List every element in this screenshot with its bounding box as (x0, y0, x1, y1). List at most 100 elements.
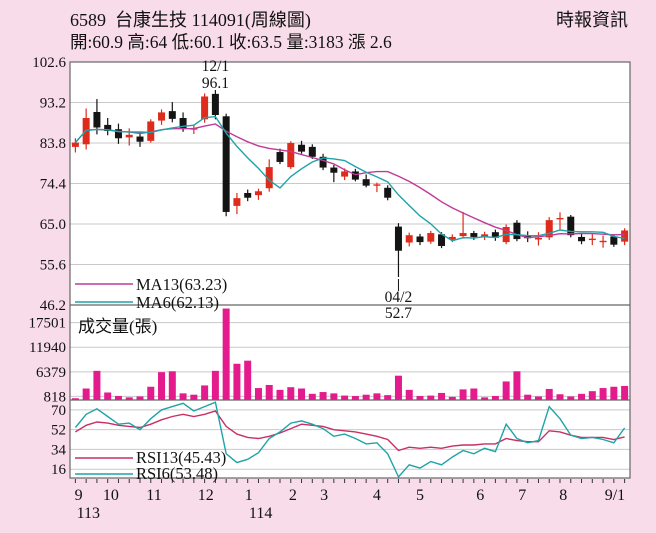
volume-bar (567, 396, 575, 400)
volume-bar (524, 394, 532, 400)
candle-body (362, 179, 370, 186)
candle-body (556, 217, 564, 220)
volume-bar (459, 389, 467, 400)
plot-frame (69, 61, 631, 479)
volume-bar (610, 386, 618, 400)
rsi-axis-label: 52 (51, 423, 66, 439)
volume-pane-title: 成交量(張) (78, 317, 157, 336)
rsi-legend-label: RSI6(53.48) (136, 464, 218, 483)
candle-body (233, 198, 241, 206)
x-axis-month-label: 4 (373, 487, 381, 504)
low-annotation-price: 52.7 (385, 305, 412, 322)
price-axis-label: 102.6 (32, 55, 66, 71)
ma6-line (74, 115, 625, 242)
volume-bar (438, 392, 446, 400)
candle-body (351, 171, 359, 180)
volume-bar (190, 394, 198, 400)
volume-bar (351, 396, 359, 400)
volume-bar (384, 395, 392, 400)
candle-body (158, 112, 166, 121)
rsi-axis-label: 70 (51, 403, 66, 419)
candle-body (298, 144, 306, 152)
candle-body (567, 216, 575, 236)
volume-bar (211, 370, 219, 400)
volume-bar (298, 388, 306, 400)
price-axis-label: 74.4 (40, 177, 67, 193)
volume-bar (448, 396, 456, 400)
volume-bar (308, 393, 316, 400)
candle-body (459, 233, 467, 237)
candle-body (201, 96, 209, 120)
volume-bar (588, 391, 596, 400)
volume-bar (491, 396, 499, 400)
candle-body (114, 129, 122, 139)
candle-body (491, 232, 499, 238)
x-axis-month-label: 11 (146, 487, 161, 504)
x-axis-month-label: 2 (289, 487, 297, 504)
rsi-axis-label: 34 (51, 442, 67, 458)
candle-body (545, 220, 553, 238)
volume-bar (158, 372, 166, 400)
source-label: 時報資訊 (556, 10, 628, 30)
volume-bar (394, 375, 402, 400)
volume-bar (233, 363, 241, 400)
x-axis-year-label: 113 (77, 505, 100, 522)
candle-body (330, 167, 338, 173)
candle-body (588, 238, 596, 241)
rsi-legend-label: RSI13(45.43) (136, 448, 226, 467)
x-axis-month-label: 8 (559, 487, 567, 504)
volume-bar (373, 393, 381, 400)
candle-body (276, 152, 284, 162)
volume-bar (481, 397, 489, 400)
price-axis-label: 46.2 (40, 298, 66, 314)
x-axis-month-label: 10 (103, 487, 119, 504)
x-axis-month-label: 9/1 (605, 487, 625, 504)
ma-legend-label: MA13(63.23) (136, 275, 227, 294)
volume-bar (330, 393, 338, 400)
candle-body (373, 184, 381, 186)
volume-bar (71, 398, 79, 400)
candle-body (104, 124, 112, 131)
volume-bar (341, 395, 349, 400)
candle-body (448, 236, 456, 240)
candle-body (287, 143, 295, 168)
high-annotation-date: 12/1 (202, 58, 230, 75)
price-axis-label: 55.6 (40, 258, 67, 274)
price-axis-label: 93.2 (40, 96, 66, 112)
candle-body (513, 222, 521, 240)
candle-body (481, 234, 489, 238)
ma-legend-label: MA6(62.13) (136, 293, 219, 312)
high-annotation-price: 96.1 (202, 75, 229, 92)
x-axis-month-label: 3 (320, 487, 328, 504)
candle-body (147, 121, 155, 141)
volume-bar (93, 370, 101, 400)
volume-axis-label: 17501 (29, 316, 67, 332)
volume-bar (179, 393, 187, 400)
candle-body (341, 171, 349, 177)
x-axis-month-label: 5 (416, 487, 424, 504)
x-axis-month-label: 6 (476, 487, 484, 504)
volume-bar (244, 360, 252, 400)
volume-bar (82, 388, 90, 400)
volume-bar (201, 385, 209, 400)
candle-body (265, 167, 273, 189)
volume-bar (114, 396, 122, 400)
volume-bar (599, 388, 607, 400)
candle-body (211, 93, 219, 115)
candle-body (578, 236, 586, 242)
candle-body (384, 187, 392, 198)
candle-body (244, 192, 252, 198)
volume-axis-label: 11940 (29, 340, 66, 356)
candle-body (254, 191, 262, 196)
candle-body (524, 235, 532, 239)
volume-bar (513, 371, 521, 400)
rsi-axis-label: 16 (51, 462, 67, 478)
volume-axis-label: 6379 (36, 365, 66, 381)
candle-body (93, 111, 101, 128)
candle-body (319, 156, 327, 168)
candle-body (394, 226, 402, 251)
x-axis-month-label: 1 (245, 487, 253, 504)
price-axis-label: 65.0 (40, 217, 66, 233)
candle-body (610, 236, 618, 245)
volume-bar (545, 388, 553, 400)
